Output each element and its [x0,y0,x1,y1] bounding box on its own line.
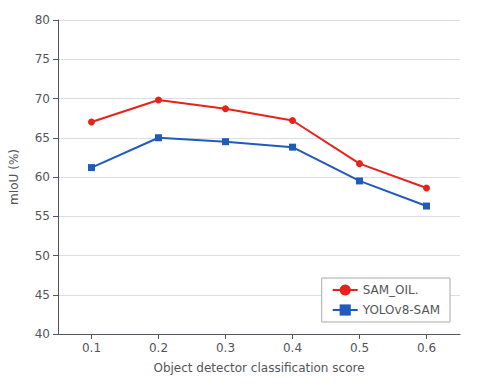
svg-text:60: 60 [35,170,50,184]
svg-text:SAM_OIL.: SAM_OIL. [363,283,419,297]
svg-text:45: 45 [35,288,50,302]
svg-text:YOLOv8-SAM: YOLOv8-SAM [362,303,440,317]
svg-text:0.6: 0.6 [417,341,436,355]
svg-text:0.2: 0.2 [149,341,168,355]
svg-text:Object detector classification: Object detector classification score [153,361,364,375]
svg-text:0.1: 0.1 [82,341,101,355]
svg-text:mIoU (%): mIoU (%) [7,149,21,205]
svg-text:0.5: 0.5 [350,341,369,355]
svg-text:70: 70 [35,92,50,106]
svg-text:40: 40 [35,327,50,341]
svg-text:75: 75 [35,52,50,66]
svg-text:50: 50 [35,249,50,263]
svg-text:0.4: 0.4 [283,341,302,355]
svg-text:65: 65 [35,131,50,145]
svg-text:55: 55 [35,209,50,223]
svg-text:80: 80 [35,13,50,27]
svg-text:0.3: 0.3 [216,341,235,355]
